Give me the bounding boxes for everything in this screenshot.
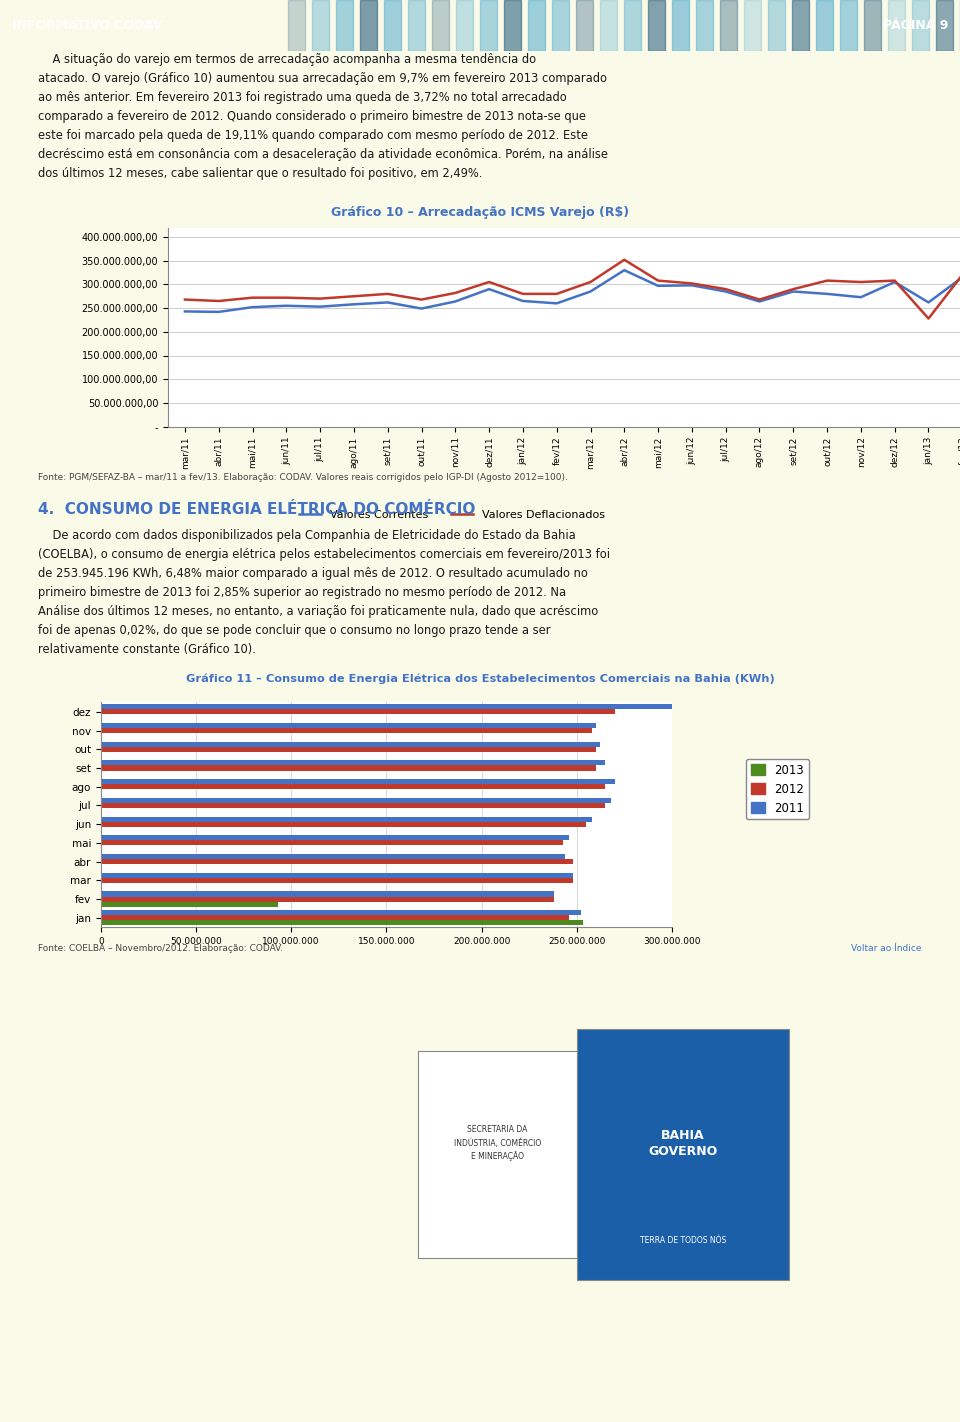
FancyBboxPatch shape: [408, 0, 425, 51]
Bar: [101, 859, 573, 865]
FancyBboxPatch shape: [912, 0, 929, 51]
Bar: [101, 742, 600, 747]
FancyBboxPatch shape: [816, 0, 833, 51]
Bar: [101, 840, 564, 846]
FancyBboxPatch shape: [768, 0, 785, 51]
Bar: [101, 798, 612, 803]
FancyBboxPatch shape: [432, 0, 449, 51]
FancyBboxPatch shape: [600, 0, 617, 51]
Bar: [101, 784, 606, 789]
Bar: [101, 910, 581, 916]
Bar: [101, 835, 569, 840]
Bar: [101, 704, 960, 710]
FancyBboxPatch shape: [888, 0, 905, 51]
FancyBboxPatch shape: [577, 1028, 789, 1280]
Text: SECRETARIA DA
INDÚSTRIA, COMÉRCIO
E MINERAÇÃO: SECRETARIA DA INDÚSTRIA, COMÉRCIO E MINE…: [454, 1125, 541, 1162]
FancyBboxPatch shape: [312, 0, 329, 51]
Bar: [101, 822, 587, 826]
Text: Gráfico 11 – Consumo de Energia Elétrica dos Estabelecimentos Comerciais na Bahi: Gráfico 11 – Consumo de Energia Elétrica…: [185, 673, 775, 684]
FancyBboxPatch shape: [696, 0, 713, 51]
FancyBboxPatch shape: [720, 0, 737, 51]
Bar: [101, 920, 583, 926]
FancyBboxPatch shape: [576, 0, 593, 51]
Bar: [101, 896, 554, 902]
Text: TERRA DE TODOS NÓS: TERRA DE TODOS NÓS: [640, 1236, 727, 1244]
FancyBboxPatch shape: [936, 0, 953, 51]
Bar: [101, 765, 596, 771]
FancyBboxPatch shape: [864, 0, 881, 51]
Text: Gráfico 10 – Arrecadação ICMS Varejo (R$): Gráfico 10 – Arrecadação ICMS Varejo (R$…: [331, 206, 629, 219]
Text: De acordo com dados disponibilizados pela Companhia de Eletricidade do Estado da: De acordo com dados disponibilizados pel…: [38, 529, 611, 656]
Text: BAHIA
GOVERNO: BAHIA GOVERNO: [649, 1129, 718, 1158]
Legend: 2013, 2012, 2011: 2013, 2012, 2011: [746, 759, 809, 819]
FancyBboxPatch shape: [744, 0, 761, 51]
Text: Voltar ao Índice: Voltar ao Índice: [852, 944, 922, 953]
Bar: [101, 761, 606, 765]
FancyBboxPatch shape: [288, 0, 305, 51]
Text: INFORMATIVO CODAV: INFORMATIVO CODAV: [12, 18, 162, 33]
Bar: [101, 873, 573, 877]
FancyBboxPatch shape: [840, 0, 857, 51]
Bar: [101, 710, 614, 714]
FancyBboxPatch shape: [336, 0, 353, 51]
Text: A situação do varejo em termos de arrecadação acompanha a mesma tendência do
ata: A situação do varejo em termos de arreca…: [38, 53, 609, 179]
Text: PÁGINA 9: PÁGINA 9: [883, 18, 948, 33]
FancyBboxPatch shape: [624, 0, 641, 51]
Bar: [101, 916, 569, 920]
Legend: Valores Correntes, Valores Deflacionados: Valores Correntes, Valores Deflacionados: [295, 506, 610, 525]
FancyBboxPatch shape: [672, 0, 689, 51]
FancyBboxPatch shape: [504, 0, 521, 51]
Bar: [101, 779, 614, 784]
Bar: [101, 722, 596, 728]
FancyBboxPatch shape: [456, 0, 473, 51]
Bar: [101, 816, 592, 822]
FancyBboxPatch shape: [360, 0, 377, 51]
FancyBboxPatch shape: [792, 0, 809, 51]
Text: Fonte: COELBA – Novembro/2012. Elaboração: CODAV.: Fonte: COELBA – Novembro/2012. Elaboraçã…: [38, 944, 283, 953]
Bar: [101, 747, 596, 752]
FancyBboxPatch shape: [552, 0, 569, 51]
FancyBboxPatch shape: [384, 0, 401, 51]
Bar: [101, 803, 606, 808]
Bar: [101, 728, 592, 734]
FancyBboxPatch shape: [528, 0, 545, 51]
FancyBboxPatch shape: [648, 0, 665, 51]
Bar: [101, 902, 277, 907]
Bar: [101, 877, 573, 883]
FancyBboxPatch shape: [419, 1051, 577, 1258]
Text: 4.  CONSUMO DE ENERGIA ELÉTRICA DO COMÉRCIO: 4. CONSUMO DE ENERGIA ELÉTRICA DO COMÉRC…: [38, 502, 476, 516]
Bar: [101, 855, 565, 859]
FancyBboxPatch shape: [480, 0, 497, 51]
Text: Fonte: PGM/SEFAZ-BA – mar/11 a fev/13. Elaboração: CODAV. Valores reais corrigid: Fonte: PGM/SEFAZ-BA – mar/11 a fev/13. E…: [38, 474, 568, 482]
Bar: [101, 892, 554, 896]
